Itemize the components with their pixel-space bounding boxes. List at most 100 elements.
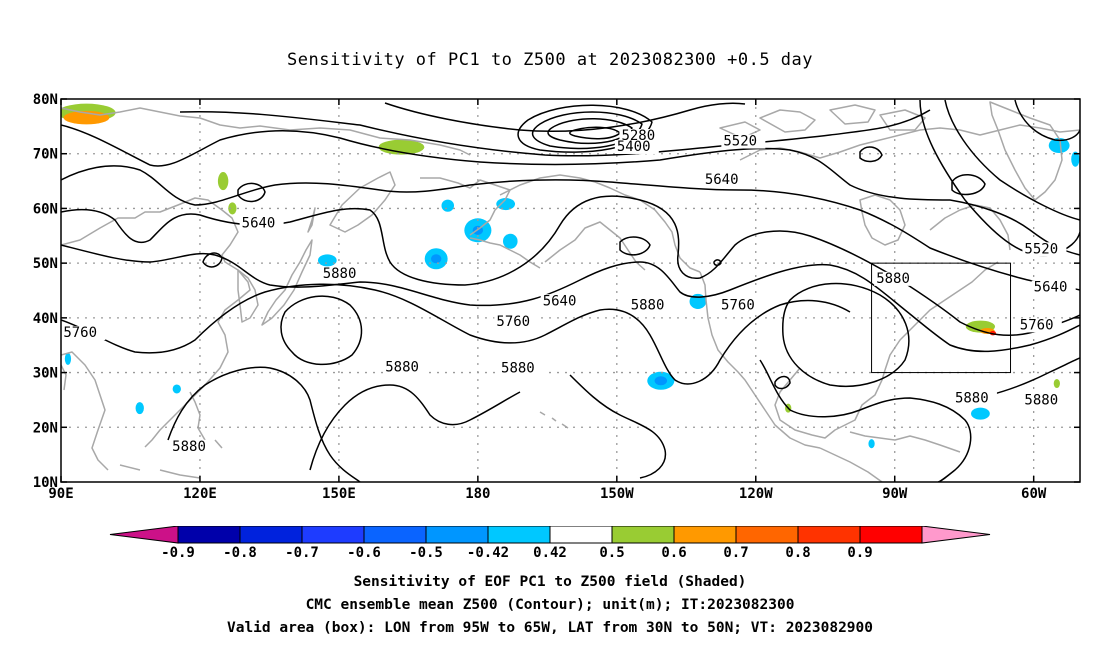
colorbar-low-end — [109, 526, 179, 544]
contour-5280 — [384, 102, 746, 133]
coast-siberia-north — [61, 107, 471, 156]
colorbar-swatch — [239, 526, 303, 544]
contour-label: 5640 — [543, 293, 577, 309]
footer-line-contour: CMC ensemble mean Z500 (Contour); unit(m… — [305, 597, 795, 613]
footer-line-valid-area: Valid area (box): LON from 95W to 65W, L… — [226, 620, 873, 636]
coast-kamchatka — [329, 171, 396, 233]
contour-label: 5760 — [496, 314, 530, 330]
contour-label-bg — [1031, 280, 1076, 295]
contour-5400 — [179, 109, 931, 157]
contour-label-bg — [1022, 393, 1067, 408]
coast-caribbean — [849, 431, 961, 453]
coast-central-america — [819, 447, 883, 482]
plot-frame — [60, 98, 1081, 483]
shaded-patch-light-blue — [172, 384, 181, 394]
contour-label: 5880 — [385, 359, 419, 375]
contour-label-bg — [61, 326, 106, 341]
contour-label-bg — [499, 361, 544, 376]
page-title: Sensitivity of PC1 to Z500 at 2023082300… — [286, 50, 813, 70]
lon-tick-label: 180 — [465, 486, 490, 502]
colorbar-swatch — [611, 526, 675, 544]
contour-small-low-6 — [774, 375, 791, 390]
colorbar-swatch — [425, 526, 489, 544]
plot-area — [61, 99, 1080, 482]
shaded-patch-mid-blue — [654, 376, 668, 386]
shaded-patch-light-blue — [496, 198, 516, 211]
contour-label-bg — [719, 298, 764, 313]
contour-label: 5880 — [501, 361, 535, 377]
colorbar-label: -0.7 — [285, 545, 319, 561]
contour-label: 5520 — [723, 134, 757, 150]
coast-india — [61, 364, 67, 391]
contour-label: 5880 — [172, 439, 206, 455]
colorbar-label: -0.6 — [347, 545, 381, 561]
contour-label: 5640 — [1034, 280, 1068, 296]
contour-label-bg — [1022, 242, 1067, 257]
contour-label-bg — [320, 266, 365, 281]
contour-5640-upper — [61, 165, 1080, 291]
valid-area-box — [871, 262, 1012, 374]
contour-label: 5880 — [955, 391, 989, 407]
contour-label-bg — [702, 172, 747, 187]
contour-5880-atlantic-high — [782, 282, 910, 387]
shaded-patch-mid-blue — [430, 254, 442, 264]
contour-label-bg — [170, 439, 215, 454]
coast-chukotka-bering — [420, 177, 511, 236]
contour-greenland-trough-2 — [944, 99, 1080, 221]
shaded-patch-light-blue — [135, 402, 144, 415]
coast-labrador — [929, 204, 1011, 251]
contour-small-low-5 — [951, 174, 986, 196]
contour-label: 5400 — [617, 139, 651, 155]
lon-tick-label: 150W — [600, 486, 634, 502]
colorbar-label: -0.8 — [223, 545, 257, 561]
contour-label: 5760 — [1020, 317, 1054, 333]
shaded-patch-light-blue — [868, 439, 875, 449]
colorbar-swatch — [797, 526, 861, 544]
coast-indonesia — [119, 464, 201, 479]
contour-small-low-3 — [619, 236, 651, 256]
colorbar-label: -0.42 — [467, 545, 509, 561]
lat-tick-label: 30N — [33, 366, 58, 382]
lon-tick-label: 120W — [739, 486, 773, 502]
lon-tick-label: 150E — [322, 486, 356, 502]
contour-5520 — [61, 124, 1080, 256]
contour-small-low-7 — [713, 259, 722, 266]
contour-5880-south-3 — [167, 366, 361, 482]
colorbar-swatch — [673, 526, 737, 544]
coast-greenland — [989, 101, 1063, 201]
contour-label: 5640 — [705, 172, 739, 188]
contour-greenland-trough — [919, 99, 1080, 257]
colorbar-swatch — [363, 526, 427, 544]
colorbar-label: -0.5 — [409, 545, 443, 561]
contour-5880-east-2 — [989, 357, 1080, 396]
contour-label: 5880 — [876, 271, 910, 287]
colorbar-label: 0.9 — [847, 545, 872, 561]
shaded-patch-light-blue — [317, 254, 337, 267]
colorbar-swatch — [177, 526, 241, 544]
coast-korea — [237, 269, 259, 323]
colorbar-label: 0.42 — [533, 545, 567, 561]
coast-sakhalin — [307, 207, 316, 233]
contour-label-bg — [952, 391, 997, 406]
shaded-patch-light-blue — [1048, 137, 1070, 154]
shaded-patch-light-blue — [971, 407, 990, 420]
lat-tick-label: 40N — [33, 311, 58, 327]
lat-tick-label: 60N — [33, 201, 58, 217]
colorbar: -0.9 -0.8 -0.7 -0.6 -0.5 -0.42 0.42 0.5 0.6 0.7 0.… — [109, 526, 991, 561]
colorbar-label: 0.8 — [785, 545, 810, 561]
coast-east-us — [884, 261, 999, 371]
shaded-patch-light-blue — [502, 233, 518, 249]
contour-5880-west — [61, 283, 851, 385]
contour-label-bg — [494, 315, 539, 330]
lat-tick-label: 10N — [33, 475, 58, 491]
contour-5880-east-1 — [759, 359, 972, 482]
contour-label: 5640 — [242, 216, 276, 232]
sensitivity-shading — [61, 103, 1080, 449]
coast-alaska — [499, 174, 701, 273]
footer-line-shaded: Sensitivity of EOF PC1 to Z500 field (Sh… — [353, 574, 747, 590]
colorbar-swatch — [735, 526, 799, 544]
contour-5760 — [61, 244, 1080, 353]
